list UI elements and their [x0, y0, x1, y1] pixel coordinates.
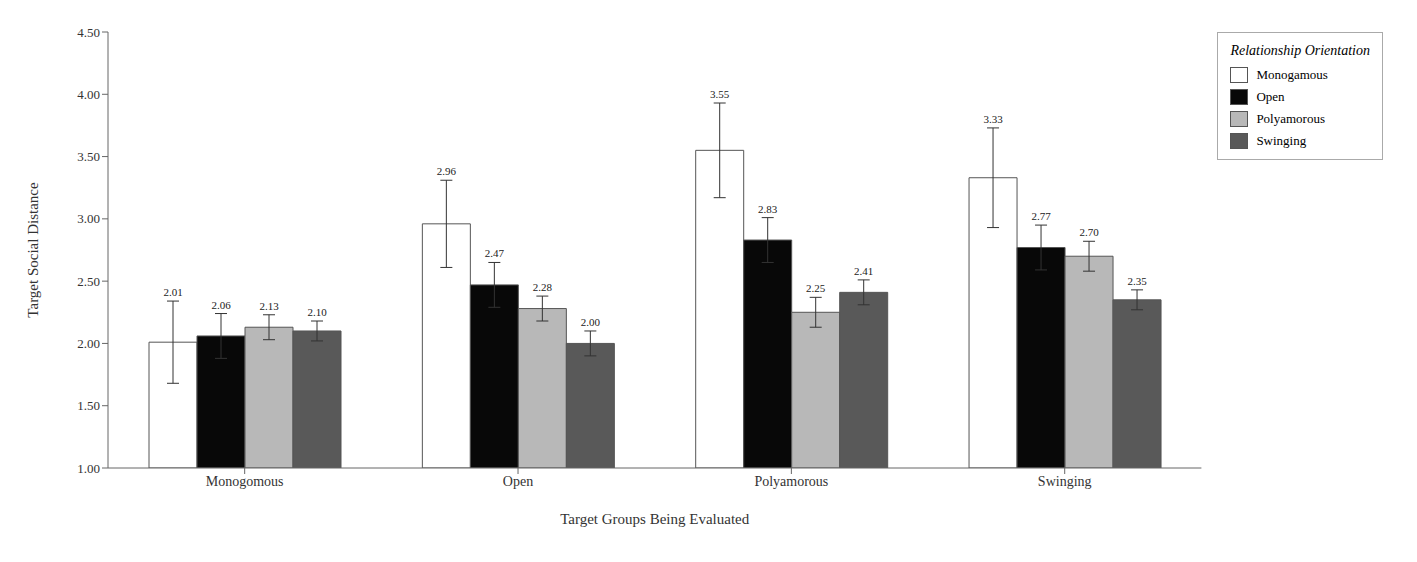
svg-text:2.00: 2.00 — [77, 336, 100, 351]
svg-text:2.25: 2.25 — [806, 282, 826, 294]
svg-text:4.50: 4.50 — [77, 25, 100, 40]
svg-text:1.00: 1.00 — [77, 461, 100, 476]
svg-text:Target Groups Being Evaluated: Target Groups Being Evaluated — [560, 511, 750, 527]
html-text:Open: Open — [1256, 89, 1285, 104]
svg-text:3.55: 3.55 — [710, 88, 730, 100]
svg-text:2.83: 2.83 — [758, 203, 778, 215]
svg-text:4.00: 4.00 — [77, 87, 100, 102]
svg-text:Open: Open — [503, 474, 533, 489]
svg-text:1.50: 1.50 — [77, 398, 100, 413]
svg-text:Swinging: Swinging — [1038, 474, 1092, 489]
html-text:Swinging: Swinging — [1256, 133, 1307, 148]
html-text:Polyamorous: Polyamorous — [1256, 111, 1325, 126]
svg-text:2.41: 2.41 — [854, 265, 873, 277]
svg-text:2.47: 2.47 — [485, 247, 505, 259]
svg-text:3.00: 3.00 — [77, 211, 100, 226]
svg-text:3.50: 3.50 — [77, 149, 100, 164]
svg-text:2.01: 2.01 — [163, 286, 182, 298]
html-text:Relationship Orientation: Relationship Orientation — [1230, 43, 1370, 58]
html-text:Monogamous: Monogamous — [1256, 67, 1328, 82]
svg-text:Monogomous: Monogomous — [206, 474, 284, 489]
svg-text:2.00: 2.00 — [581, 316, 601, 328]
svg-text:2.10: 2.10 — [307, 306, 327, 318]
svg-text:2.35: 2.35 — [1127, 275, 1147, 287]
svg-text:2.06: 2.06 — [211, 299, 231, 311]
svg-text:2.13: 2.13 — [259, 300, 279, 312]
svg-text:3.33: 3.33 — [983, 113, 1003, 125]
svg-text:2.96: 2.96 — [437, 165, 457, 177]
svg-text:2.28: 2.28 — [533, 281, 553, 293]
svg-text:Polyamorous: Polyamorous — [754, 474, 828, 489]
svg-text:2.50: 2.50 — [77, 274, 100, 289]
svg-text:2.77: 2.77 — [1031, 210, 1051, 222]
svg-text:2.70: 2.70 — [1079, 226, 1099, 238]
svg-text:Target Social Distance: Target Social Distance — [25, 182, 41, 318]
